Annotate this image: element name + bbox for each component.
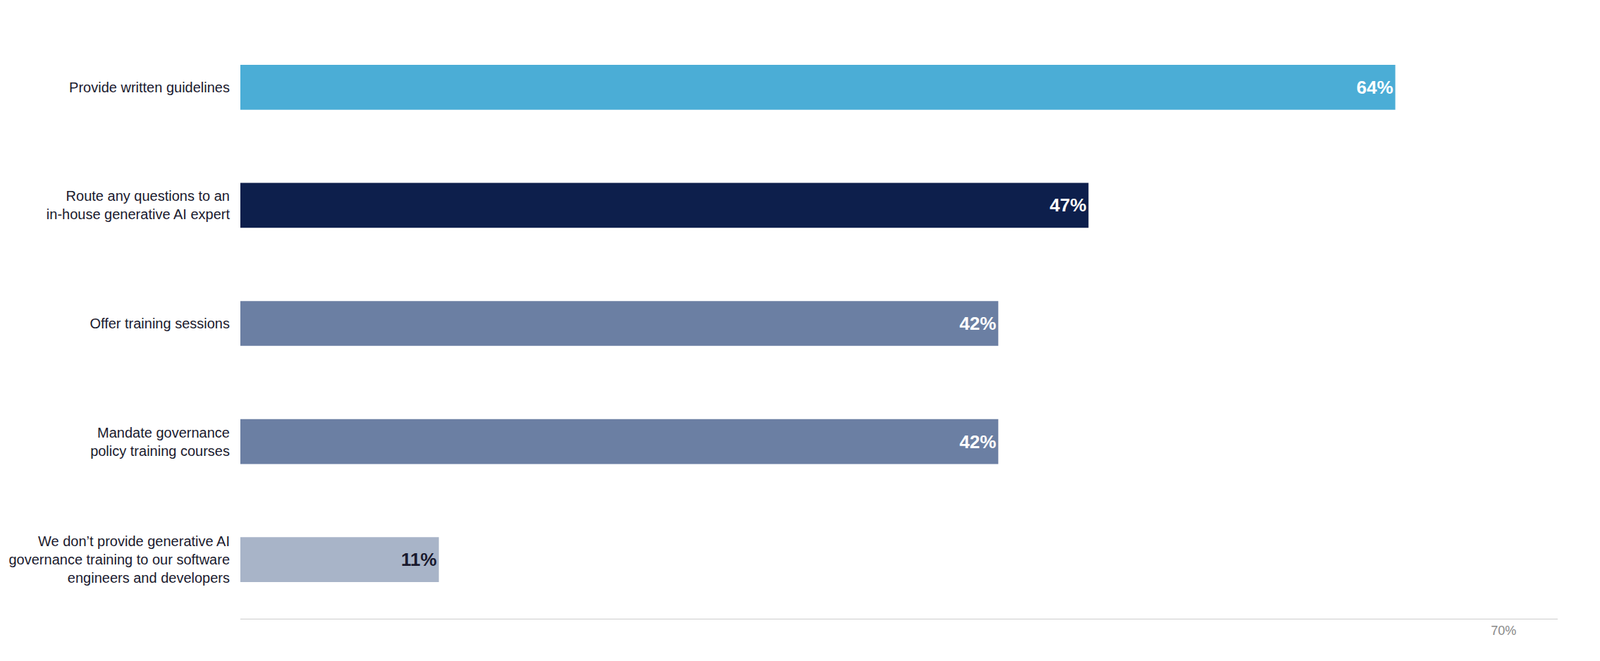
svg-text:11%: 11% xyxy=(401,549,438,571)
svg-text:Route any questions to anin-ho: Route any questions to anin-house genera… xyxy=(46,188,231,223)
svg-text:Offer training sessions: Offer training sessions xyxy=(89,315,230,332)
svg-text:42%: 42% xyxy=(959,431,996,453)
svg-text:70%: 70% xyxy=(1490,623,1517,638)
svg-text:We don’t provide generative AI: We don’t provide generative AIgovernance… xyxy=(8,533,230,586)
svg-text:Provide written guidelines: Provide written guidelines xyxy=(69,79,230,96)
svg-text:Mandate governancepolicy train: Mandate governancepolicy training course… xyxy=(90,425,230,459)
svg-text:42%: 42% xyxy=(959,312,996,335)
svg-text:47%: 47% xyxy=(1049,194,1087,216)
svg-text:64%: 64% xyxy=(1356,76,1394,98)
